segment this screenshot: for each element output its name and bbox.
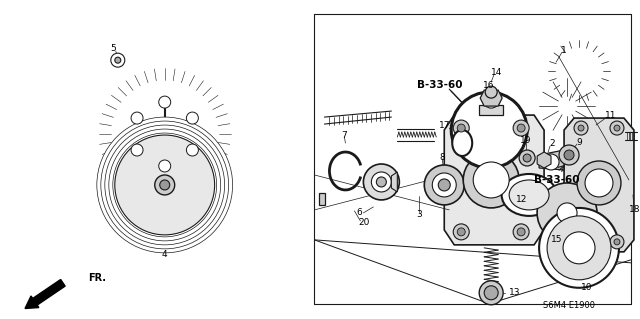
Circle shape — [453, 120, 469, 136]
Circle shape — [111, 53, 125, 67]
Ellipse shape — [502, 174, 557, 216]
Text: 6: 6 — [356, 208, 362, 218]
Text: 15: 15 — [551, 235, 563, 244]
Text: B-33-60: B-33-60 — [534, 175, 580, 185]
Text: S6M4 E1900: S6M4 E1900 — [543, 301, 595, 310]
Circle shape — [483, 92, 499, 108]
Text: 14: 14 — [490, 68, 502, 77]
Text: 16: 16 — [483, 81, 495, 90]
FancyArrow shape — [25, 279, 65, 308]
Ellipse shape — [452, 130, 472, 156]
Circle shape — [610, 121, 624, 135]
Text: 9: 9 — [576, 137, 582, 146]
Circle shape — [186, 112, 198, 124]
Circle shape — [109, 129, 221, 241]
Polygon shape — [480, 90, 502, 106]
Circle shape — [485, 86, 497, 98]
Polygon shape — [539, 150, 564, 170]
Circle shape — [432, 173, 456, 197]
Text: 13: 13 — [509, 288, 521, 297]
Circle shape — [101, 121, 228, 249]
Circle shape — [115, 57, 121, 63]
Circle shape — [517, 228, 525, 236]
Circle shape — [155, 175, 175, 195]
Circle shape — [115, 135, 214, 235]
Circle shape — [376, 177, 387, 187]
Polygon shape — [537, 152, 551, 168]
Polygon shape — [391, 172, 397, 192]
Circle shape — [519, 150, 535, 166]
Circle shape — [614, 125, 620, 131]
Text: 1: 1 — [561, 46, 567, 55]
Text: 18: 18 — [629, 205, 640, 214]
Circle shape — [453, 224, 469, 240]
Circle shape — [113, 133, 216, 237]
Ellipse shape — [509, 180, 549, 210]
Text: 10: 10 — [581, 283, 593, 292]
Polygon shape — [444, 115, 544, 245]
Circle shape — [610, 235, 624, 249]
Circle shape — [451, 92, 527, 168]
Circle shape — [438, 179, 451, 191]
Text: 4: 4 — [162, 250, 168, 259]
Circle shape — [97, 117, 232, 253]
Circle shape — [574, 235, 588, 249]
Text: FR.: FR. — [88, 273, 106, 283]
Circle shape — [585, 169, 613, 197]
Circle shape — [614, 239, 620, 245]
Circle shape — [574, 121, 588, 135]
Text: 19: 19 — [520, 136, 532, 145]
Circle shape — [479, 281, 503, 305]
Circle shape — [473, 162, 509, 198]
Circle shape — [523, 154, 531, 162]
Text: 12: 12 — [516, 196, 528, 204]
Circle shape — [160, 180, 170, 190]
Circle shape — [105, 125, 225, 245]
Polygon shape — [319, 193, 326, 205]
Circle shape — [563, 232, 595, 264]
Circle shape — [559, 145, 579, 165]
Circle shape — [517, 124, 525, 132]
Circle shape — [424, 165, 464, 205]
Polygon shape — [479, 105, 503, 115]
Circle shape — [513, 224, 529, 240]
Circle shape — [564, 150, 574, 160]
Text: 20: 20 — [358, 219, 370, 227]
Circle shape — [364, 164, 399, 200]
Text: 3: 3 — [417, 211, 422, 219]
Circle shape — [131, 112, 143, 124]
Circle shape — [537, 183, 597, 243]
Text: B-33-60: B-33-60 — [417, 80, 462, 90]
Circle shape — [484, 286, 498, 300]
Circle shape — [457, 228, 465, 236]
Text: 17: 17 — [438, 121, 450, 130]
Circle shape — [463, 152, 519, 208]
Text: 7: 7 — [342, 130, 348, 139]
Circle shape — [578, 125, 584, 131]
Circle shape — [513, 120, 529, 136]
Text: 11: 11 — [605, 111, 617, 120]
Polygon shape — [564, 118, 634, 252]
Text: 2: 2 — [549, 138, 555, 147]
Text: 5: 5 — [110, 44, 116, 53]
Circle shape — [577, 161, 621, 205]
Circle shape — [159, 96, 171, 108]
Circle shape — [539, 208, 619, 288]
Circle shape — [578, 239, 584, 245]
Circle shape — [131, 144, 143, 156]
Circle shape — [557, 203, 577, 223]
Circle shape — [457, 124, 465, 132]
Circle shape — [543, 154, 559, 170]
Text: 8: 8 — [440, 152, 445, 161]
Circle shape — [159, 160, 171, 172]
Circle shape — [547, 216, 611, 280]
Circle shape — [371, 172, 391, 192]
Circle shape — [186, 144, 198, 156]
